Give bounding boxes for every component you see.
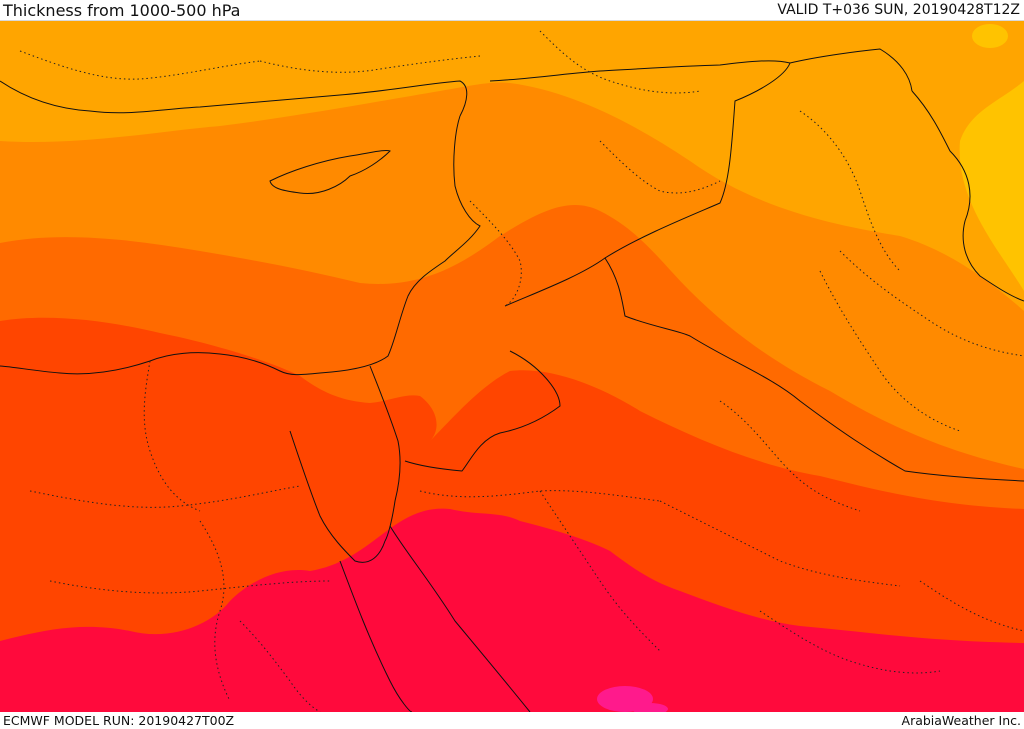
model-run-label: ECMWF MODEL RUN: 20190427T00Z <box>3 713 235 728</box>
cyprus-outline <box>269 150 391 195</box>
red-sea-coast-east <box>389 525 531 712</box>
map-title: Thickness from 1000-500 hPa <box>3 1 241 20</box>
map-header: Thickness from 1000-500 hPa VALID T+036 … <box>0 0 1024 21</box>
sinai-border <box>369 365 401 542</box>
band-1-spot <box>972 24 1008 48</box>
credit-label: ArabiaWeather Inc. <box>901 713 1021 728</box>
border-jordan-iraq <box>504 257 1024 482</box>
border-saudi-north <box>404 350 561 472</box>
internal-borders-layer <box>19 30 1024 712</box>
band-6 <box>0 508 1024 712</box>
coastline-turkey <box>0 80 468 117</box>
valid-time-label: VALID T+036 SUN, 20190428T12Z <box>777 2 1020 18</box>
coastline-levant <box>0 115 481 376</box>
thickness-map[interactable] <box>0 21 1024 712</box>
map-footer: ECMWF MODEL RUN: 20190427T00Z ArabiaWeat… <box>0 712 1024 729</box>
border-syria-turkey <box>489 60 791 82</box>
coastline-layer <box>0 48 1024 712</box>
coastline-iran <box>911 90 1024 302</box>
border-syria-iraq <box>604 48 913 259</box>
band-7-spot-small <box>632 703 668 712</box>
gulf-of-suez <box>289 430 386 563</box>
red-sea-coast-west <box>339 560 413 712</box>
